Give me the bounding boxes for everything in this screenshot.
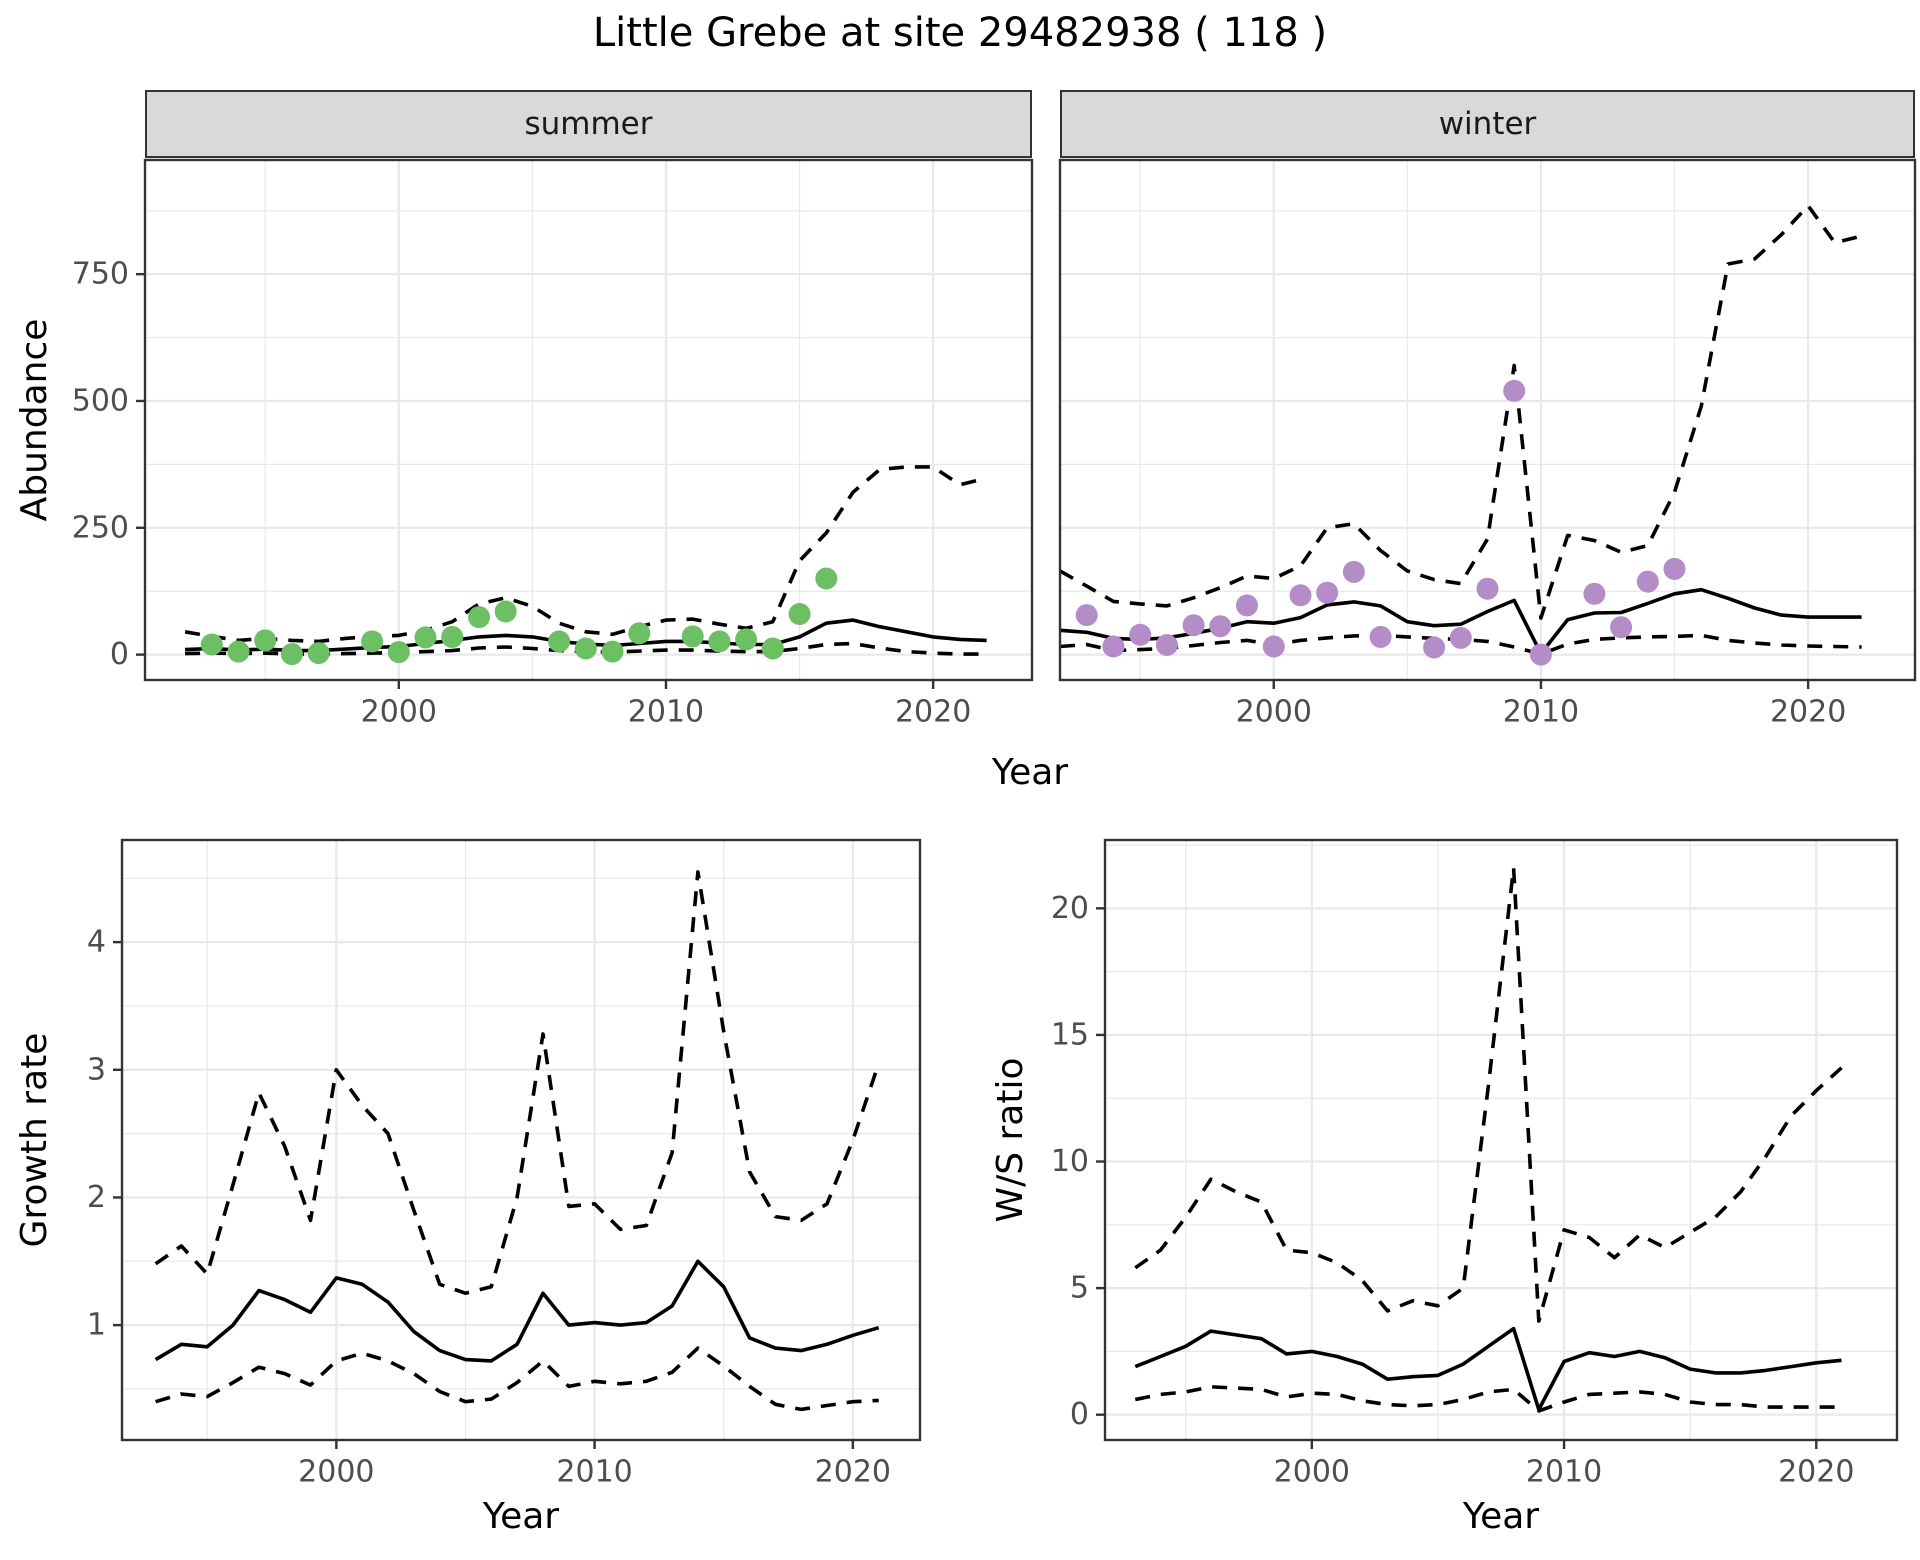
observed-point [1583, 582, 1606, 605]
observed-point [1075, 604, 1098, 627]
upper-ci-line [184, 465, 988, 644]
lower-ci-line [1134, 1385, 1842, 1413]
observed-point [1663, 557, 1686, 580]
observed-point [1423, 636, 1446, 659]
y-tick-label: 10 [1051, 1144, 1089, 1179]
observed-point [815, 567, 838, 590]
y-tick-label: 2 [87, 1180, 106, 1215]
y-tick-label: 750 [72, 257, 129, 292]
observed-point [494, 600, 517, 623]
observed-point [361, 630, 384, 653]
observed-point [1529, 643, 1552, 666]
observed-point [414, 626, 437, 649]
ws-x-axis-title: Year [1462, 1496, 1540, 1537]
x-tick-label: 2010 [556, 1455, 632, 1490]
panel-background [1105, 840, 1897, 1440]
observed-point [1342, 560, 1365, 583]
x-tick-label: 2000 [1236, 695, 1312, 730]
panel-winter: 2000 2010 2020 [1058, 158, 1917, 730]
observed-point [548, 630, 571, 653]
panel-border [120, 838, 922, 1442]
upper-ci-line [1134, 866, 1843, 1323]
observed-point [1182, 614, 1205, 637]
panel-summer: 2000 2010 2020 0 250 500 750 [72, 158, 1034, 730]
growth-rate-axis-title: Growth rate [14, 1032, 55, 1248]
observed-point [441, 625, 464, 648]
y-tick-label: 1 [87, 1308, 106, 1343]
x-tick-label: 2020 [895, 695, 971, 730]
ws-ratio-axis-title: W/S ratio [990, 1057, 1031, 1223]
x-tick-label: 2000 [298, 1455, 374, 1490]
facet-strip-winter: winter [1060, 90, 1915, 158]
x-tick-label: 2020 [1770, 695, 1846, 730]
observed-point [1209, 615, 1232, 638]
observed-point [227, 640, 250, 663]
panel-w-s-ratio: 2000 2010 2020 0 5 10 15 20 [1051, 838, 1899, 1490]
y-tick-label: 250 [72, 510, 129, 545]
y-tick-label: 0 [110, 637, 129, 672]
y-tick-label: 3 [87, 1052, 106, 1087]
observed-point [1236, 594, 1258, 617]
observed-point [761, 637, 784, 660]
observed-point [708, 630, 731, 653]
x-tick-label: 2010 [628, 695, 704, 730]
panel-border [1103, 838, 1899, 1442]
observed-point [1449, 626, 1472, 649]
panel-background [1060, 160, 1915, 680]
x-tick-label: 2010 [1526, 1455, 1602, 1490]
observed-point [254, 629, 277, 652]
growth-x-axis-title: Year [482, 1496, 560, 1537]
growth-median-line [154, 1259, 880, 1363]
plot-title: Little Grebe at site 29482938 ( 118 ) [592, 10, 1328, 56]
observed-point [1503, 379, 1526, 402]
observed-point [1102, 635, 1125, 658]
observed-point [1610, 616, 1633, 639]
x-tick-label: 2000 [361, 695, 437, 730]
facet-strip-summer: summer [145, 90, 1032, 158]
observed-point [601, 640, 624, 663]
facet-strip-summer-label: summer [524, 106, 653, 142]
panel-growth-rate: 2000 2010 2020 1 2 3 4 [87, 838, 922, 1490]
observed-point [1129, 623, 1152, 646]
x-tick-label: 2010 [1503, 695, 1579, 730]
y-tick-label: 5 [1070, 1271, 1089, 1306]
y-tick-label: 500 [72, 383, 129, 418]
observed-point [307, 642, 330, 665]
observed-point [1476, 577, 1499, 600]
observed-point [280, 643, 303, 666]
x-tick-label: 2020 [815, 1455, 891, 1490]
panel-border [143, 158, 1034, 682]
facet-strip-winter-label: winter [1438, 106, 1537, 142]
observed-point [574, 637, 597, 660]
observed-point [788, 603, 811, 625]
observed-point [1369, 625, 1392, 648]
observed-point [681, 625, 704, 648]
observed-point [1289, 584, 1312, 607]
panel-border [1058, 158, 1917, 682]
upper-ci-line [154, 870, 881, 1295]
y-tick-label: 20 [1051, 891, 1089, 926]
upper-ci-line [1059, 203, 1863, 620]
observed-point [735, 628, 758, 651]
top-x-axis-title: Year [991, 752, 1069, 793]
x-tick-label: 2000 [1274, 1455, 1350, 1490]
observed-point [1316, 581, 1339, 604]
observed-point [1636, 570, 1659, 593]
observed-point [1262, 635, 1285, 658]
panel-background [145, 160, 1032, 680]
x-tick-label: 2020 [1778, 1455, 1854, 1490]
observed-point [200, 633, 223, 656]
abundance-axis-title: Abundance [14, 318, 55, 522]
lower-ci-line [155, 1346, 879, 1412]
observed-point [1155, 634, 1178, 656]
y-tick-label: 0 [1070, 1397, 1089, 1432]
observed-point [387, 641, 410, 664]
observed-point [468, 606, 490, 629]
y-tick-label: 15 [1051, 1017, 1089, 1052]
y-tick-label: 4 [87, 925, 106, 960]
ratio-median-line [1134, 1326, 1842, 1412]
observed-point [628, 622, 651, 645]
